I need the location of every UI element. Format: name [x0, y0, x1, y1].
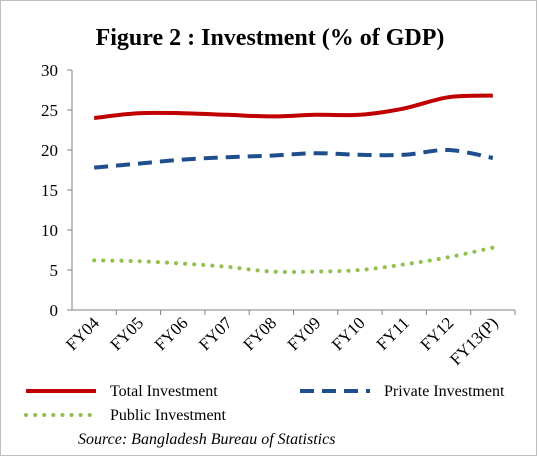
x-tick-label: FY10	[328, 313, 369, 354]
y-tick-label: 5	[50, 261, 59, 280]
public-investment-line	[92, 245, 495, 275]
x-tick-label: FY08	[239, 313, 280, 354]
x-tick-label: FY04	[62, 313, 103, 354]
y-tick-label: 20	[41, 141, 58, 160]
legend: Total Investment Private Investment Public…	[24, 383, 505, 424]
x-tick-label: FY09	[284, 313, 325, 354]
y-tick-label: 10	[41, 221, 58, 240]
x-tick-label: FY07	[195, 313, 236, 354]
x-tick-label: FY13(P)	[446, 313, 502, 369]
total-investment-line	[93, 93, 493, 120]
source-note: Source: Bangladesh Bureau of Statistics	[78, 431, 335, 448]
private-investment-line	[93, 147, 494, 170]
y-tick-label: 25	[41, 101, 58, 120]
y-tick-label: 0	[50, 301, 59, 320]
x-tick-label: FY11	[373, 313, 413, 353]
x-tick-label: FY12	[417, 313, 458, 354]
x-tick-label: FY05	[106, 313, 147, 354]
chart-title: Figure 2 : Investment (% of GDP)	[96, 25, 445, 51]
axes: 0 5 10 15 20 25 30 FY04 FY05 FY06 FY07 FY08 FY09 FY10…	[41, 61, 516, 369]
y-tick-label: 15	[41, 181, 58, 200]
legend-label-total-investment: Total Investment	[110, 383, 218, 400]
legend-label-public-investment: Public Investment	[110, 407, 227, 424]
y-tick-label: 30	[41, 61, 58, 80]
legend-label-private-investment: Private Investment	[384, 383, 505, 400]
x-tick-label: FY06	[151, 313, 192, 354]
series-lines	[92, 93, 495, 275]
